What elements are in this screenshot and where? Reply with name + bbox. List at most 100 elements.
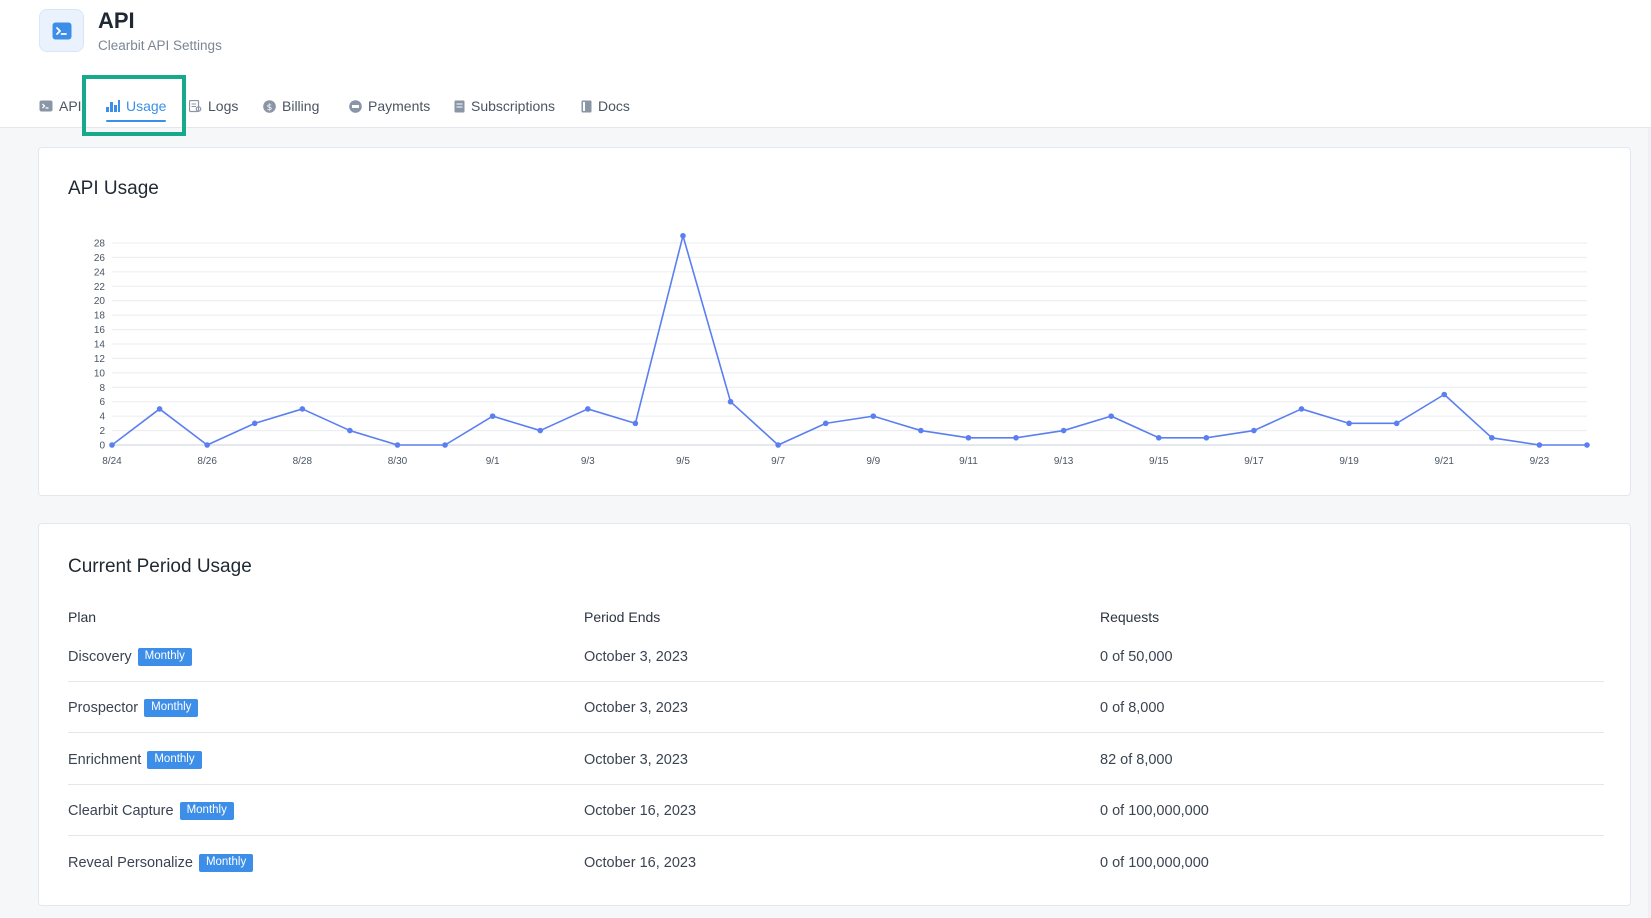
table-row: Prospector Monthly October 3, 2023 0 of …: [68, 682, 1604, 733]
y-tick-label: 4: [99, 412, 105, 423]
x-tick-label: 9/13: [1054, 456, 1074, 467]
plan-cell: Discovery Monthly: [68, 631, 192, 682]
plan-name: Clearbit Capture: [68, 802, 174, 819]
data-point[interactable]: [442, 442, 448, 448]
terminal-icon: [52, 22, 71, 39]
data-point[interactable]: [822, 420, 829, 427]
x-tick-label: 9/1: [486, 456, 500, 467]
y-tick-label: 26: [94, 253, 106, 264]
plan-cell: Enrichment Monthly: [68, 734, 202, 785]
x-tick-label: 9/19: [1339, 456, 1359, 467]
current-period-usage-card: Current Period Usage Plan Period Ends Re…: [38, 523, 1631, 906]
data-point[interactable]: [347, 427, 353, 434]
dollar-icon: $: [263, 99, 276, 113]
data-point[interactable]: [299, 406, 306, 412]
tab-subscriptions[interactable]: Subscriptions: [454, 92, 555, 120]
x-tick-label: 8/28: [293, 456, 313, 467]
page-title: API: [98, 8, 135, 33]
y-tick-label: 12: [94, 354, 106, 365]
page-scrollbar[interactable]: [1648, 128, 1651, 918]
data-point[interactable]: [394, 442, 401, 448]
requests-cell: 0 of 100,000,000: [1100, 802, 1209, 819]
tab-billing[interactable]: $ Billing: [263, 92, 319, 120]
table-row: Clearbit Capture Monthly October 16, 202…: [68, 785, 1604, 836]
data-point[interactable]: [251, 420, 258, 427]
y-tick-label: 2: [99, 426, 105, 437]
period-ends-cell: October 3, 2023: [584, 699, 688, 716]
data-point[interactable]: [965, 434, 972, 441]
table-row: Discovery Monthly October 3, 2023 0 of 5…: [68, 631, 1604, 682]
data-point[interactable]: [632, 420, 639, 427]
current-period-usage-title: Current Period Usage: [68, 556, 252, 577]
data-point[interactable]: [156, 406, 163, 412]
tab-api[interactable]: API: [39, 92, 82, 120]
data-point[interactable]: [1441, 391, 1448, 398]
billing-cycle-badge: Monthly: [147, 750, 202, 769]
data-point[interactable]: [1393, 420, 1400, 427]
billing-cycle-badge: Monthly: [179, 801, 234, 820]
api-usage-title: API Usage: [68, 178, 159, 199]
billing-cycle-badge: Monthly: [144, 698, 199, 717]
tab-logs[interactable]: Logs: [189, 92, 238, 120]
plan-cell: Reveal Personalize Monthly: [68, 837, 254, 888]
data-point[interactable]: [775, 442, 781, 448]
series-line: [111, 234, 1587, 446]
requests-cell: 0 of 100,000,000: [1100, 854, 1209, 871]
x-tick-label: 8/24: [102, 456, 122, 467]
tab-payments[interactable]: Payments: [349, 92, 430, 120]
x-tick-label: 9/5: [676, 456, 690, 467]
y-tick-label: 0: [99, 441, 105, 452]
data-point[interactable]: [1155, 434, 1162, 441]
y-tick-label: 24: [94, 267, 106, 278]
data-point[interactable]: [1251, 427, 1257, 434]
column-header-period-ends: Period Ends: [584, 609, 661, 625]
docs-icon: [581, 100, 592, 113]
plan-cell: Clearbit Capture Monthly: [68, 785, 234, 836]
requests-cell: 0 of 50,000: [1100, 648, 1173, 665]
data-point[interactable]: [537, 427, 544, 434]
data-point[interactable]: [204, 442, 210, 448]
x-tick-label: 9/23: [1530, 456, 1550, 467]
data-point[interactable]: [585, 406, 591, 412]
data-point[interactable]: [1203, 434, 1210, 441]
page-header: API Clearbit API Settings API Usage Logs…: [0, 0, 1651, 136]
x-tick-label: 9/9: [866, 456, 880, 467]
table-row: Enrichment Monthly October 3, 2023 82 of…: [68, 734, 1604, 785]
plan-cell: Prospector Monthly: [68, 682, 199, 733]
x-tick-label: 9/15: [1149, 456, 1169, 467]
period-ends-cell: October 16, 2023: [584, 802, 697, 819]
tab-usage[interactable]: Usage: [106, 92, 167, 122]
data-point[interactable]: [680, 232, 686, 239]
data-point[interactable]: [109, 442, 115, 448]
y-tick-label: 6: [99, 397, 105, 408]
data-point[interactable]: [1489, 434, 1495, 441]
data-point[interactable]: [1536, 442, 1543, 448]
terminal-icon: [39, 100, 53, 112]
data-point[interactable]: [1584, 442, 1590, 448]
y-tick-label: 16: [94, 325, 106, 336]
billing-cycle-badge: Monthly: [137, 647, 192, 666]
tab-subscriptions-label: Subscriptions: [471, 98, 556, 114]
payments-icon: [349, 99, 362, 113]
plan-name: Enrichment: [68, 751, 142, 768]
tab-usage-label: Usage: [126, 98, 167, 114]
x-tick-label: 9/7: [771, 456, 785, 467]
api-usage-card: API Usage 0 2 4 6 8 10 12 14 16 18 20 22 24 26 28 8/24 8…: [38, 147, 1631, 496]
x-tick-label: 9/21: [1435, 456, 1455, 467]
tab-docs[interactable]: Docs: [581, 92, 630, 120]
y-tick-label: 8: [99, 383, 105, 394]
data-point[interactable]: [870, 413, 877, 419]
period-ends-cell: October 3, 2023: [584, 648, 688, 665]
data-point[interactable]: [727, 398, 734, 405]
data-point[interactable]: [1108, 413, 1114, 419]
tab-billing-label: Billing: [282, 98, 320, 114]
table-row: Reveal Personalize Monthly October 16, 2…: [68, 837, 1604, 888]
data-point[interactable]: [1298, 406, 1305, 412]
data-point[interactable]: [1060, 427, 1067, 434]
data-point[interactable]: [1346, 420, 1352, 427]
x-tick-label: 9/3: [581, 456, 595, 467]
data-point[interactable]: [489, 413, 496, 419]
data-point[interactable]: [1013, 434, 1019, 441]
data-point[interactable]: [918, 427, 924, 434]
y-tick-label: 18: [94, 311, 106, 322]
